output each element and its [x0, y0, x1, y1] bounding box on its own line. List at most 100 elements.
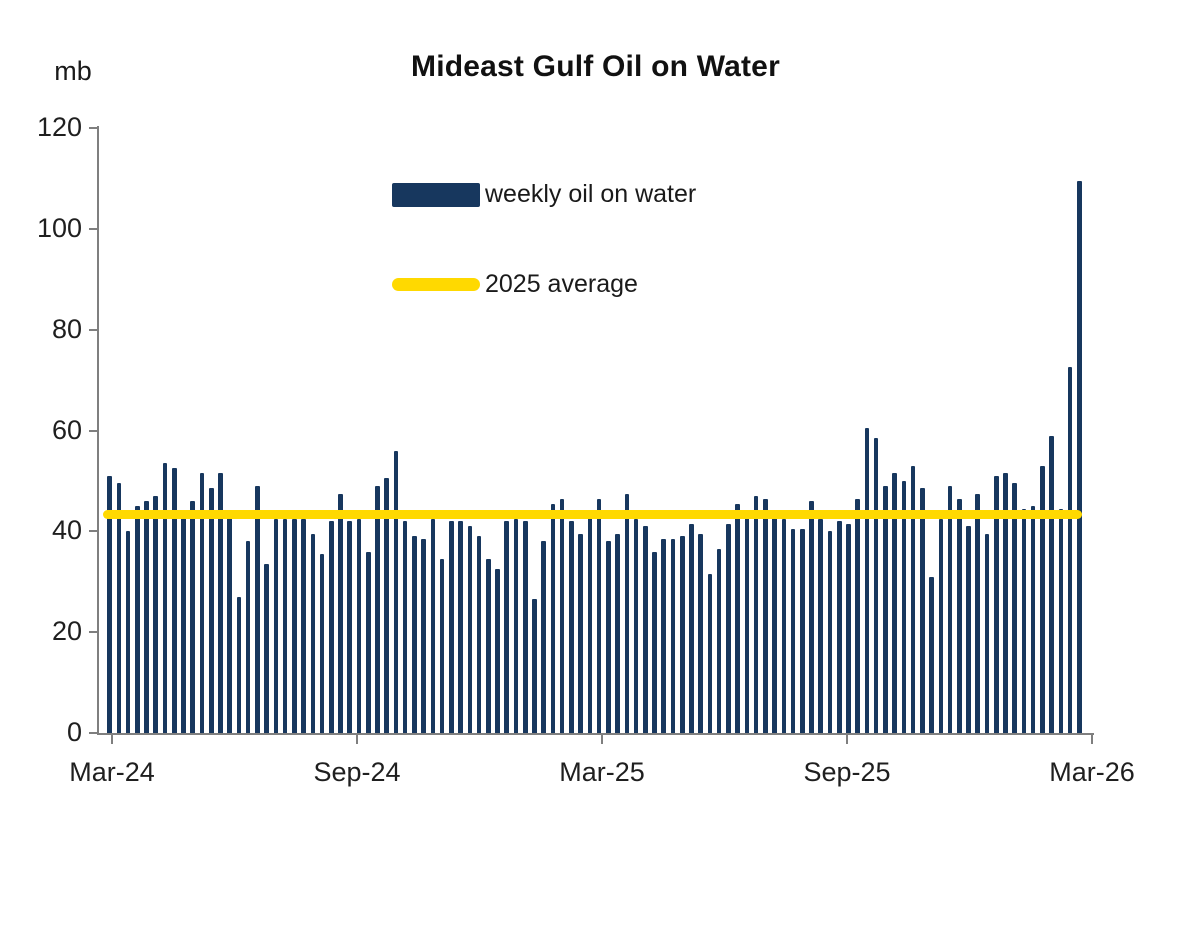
x-tick-label: Mar-25: [559, 757, 645, 787]
weekly-bar: [689, 523, 694, 733]
weekly-bar: [107, 475, 112, 733]
x-axis-tick: [356, 735, 358, 744]
x-axis-tick: [846, 735, 848, 744]
weekly-bar: [606, 541, 611, 733]
y-tick-label: 40: [51, 515, 82, 546]
weekly-bar: [273, 518, 279, 733]
y-axis-unit-label: mb: [54, 56, 92, 86]
weekly-bar: [984, 533, 990, 733]
weekly-bar: [245, 541, 251, 733]
weekly-bar: [218, 473, 223, 733]
weekly-bar: [753, 496, 759, 733]
weekly-bar: [522, 521, 528, 733]
weekly-bar: [375, 485, 380, 733]
weekly-bar: [615, 533, 620, 733]
y-tick-label: 20: [51, 616, 82, 647]
weekly-bar: [162, 463, 168, 733]
weekly-bar: [587, 516, 593, 733]
weekly-bar: [116, 483, 122, 733]
weekly-bar: [504, 521, 510, 733]
weekly-bar: [310, 533, 316, 733]
weekly-bar: [716, 548, 722, 733]
legend-label-weekly: weekly oil on water: [485, 180, 697, 208]
y-tick-label: 0: [66, 717, 82, 747]
weekly-bar: [449, 521, 454, 733]
weekly-bar: [993, 475, 999, 733]
x-tick-label: Mar-26: [1049, 757, 1135, 787]
weekly-bar: [319, 554, 325, 733]
weekly-bar: [846, 523, 851, 733]
weekly-bar: [1067, 367, 1073, 733]
weekly-bar: [1012, 483, 1018, 733]
legend-line-swatch: [392, 278, 480, 291]
weekly-bar: [818, 518, 824, 733]
y-axis-tick: [89, 127, 97, 129]
weekly-bar: [208, 488, 214, 733]
weekly-bar: [661, 538, 667, 733]
weekly-bar: [476, 536, 482, 733]
y-tick-label: 60: [51, 414, 82, 445]
weekly-bar: [485, 559, 491, 733]
weekly-bar: [670, 538, 676, 733]
weekly-bar: [467, 526, 473, 733]
weekly-bar: [707, 574, 713, 733]
weekly-bar: [365, 551, 371, 733]
y-tick-label: 120: [36, 112, 82, 142]
weekly-bar: [883, 485, 888, 733]
weekly-bar: [1077, 180, 1082, 733]
weekly-bar: [255, 485, 260, 733]
weekly-bar: [347, 521, 353, 733]
weekly-bar: [171, 468, 177, 733]
weekly-bar: [1003, 473, 1008, 733]
weekly-bar: [633, 518, 639, 733]
weekly-bar: [1040, 465, 1045, 733]
weekly-bar: [578, 533, 583, 733]
weekly-bar: [873, 438, 879, 733]
weekly-bar: [338, 493, 343, 733]
weekly-bar: [135, 506, 140, 733]
weekly-bar: [957, 498, 962, 733]
y-axis-tick: [89, 429, 97, 432]
y-axis-line: [97, 126, 99, 735]
weekly-bar: [938, 518, 944, 733]
weekly-bar: [393, 450, 399, 733]
weekly-bar: [855, 498, 860, 733]
legend-item-weekly: weekly oil on water: [392, 180, 696, 209]
x-axis-tick: [1091, 735, 1093, 744]
weekly-bar: [328, 521, 334, 733]
x-tick-label: Mar-24: [69, 757, 155, 787]
x-tick-label: Sep-25: [803, 757, 891, 787]
weekly-bar: [920, 488, 925, 733]
weekly-bar: [1030, 506, 1036, 733]
weekly-bar: [864, 427, 870, 733]
weekly-bar: [892, 473, 897, 733]
weekly-bar: [966, 526, 971, 733]
weekly-bar: [596, 498, 602, 733]
weekly-bar: [384, 478, 389, 733]
weekly-bar: [153, 496, 159, 733]
y-axis-tick: [89, 328, 97, 331]
weekly-bar: [439, 559, 445, 733]
weekly-bar: [125, 531, 131, 733]
weekly-bar: [513, 518, 519, 733]
weekly-bar: [735, 503, 740, 733]
weekly-bar: [559, 498, 565, 733]
weekly-bar: [790, 528, 796, 733]
weekly-bar: [301, 518, 306, 733]
weekly-bar: [421, 538, 426, 733]
legend-bar-swatch: [392, 182, 480, 207]
weekly-bar: [800, 528, 805, 733]
weekly-bar: [282, 518, 288, 733]
weekly-bar: [901, 480, 907, 733]
weekly-bar: [781, 518, 787, 733]
x-axis-tick: [111, 735, 113, 744]
weekly-bar: [1021, 508, 1027, 733]
x-tick-label: Sep-24: [313, 757, 401, 787]
legend-label-average: 2025 average: [485, 270, 638, 298]
weekly-bar: [402, 521, 408, 733]
weekly-bar: [827, 531, 833, 733]
weekly-bar: [458, 521, 463, 733]
x-axis-line: [97, 733, 1094, 735]
weekly-bar: [652, 551, 657, 733]
